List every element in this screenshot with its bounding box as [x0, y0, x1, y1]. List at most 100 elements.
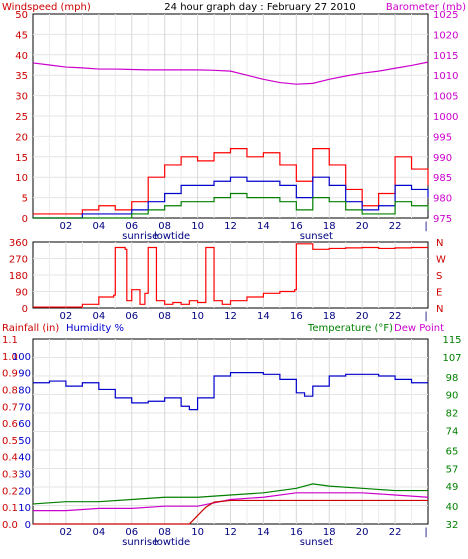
x-tick-label-end: |	[424, 527, 427, 538]
series-dew_point-line	[33, 492, 429, 512]
barometer-tick-label: 1010	[433, 71, 458, 82]
wind-tick-label: 15	[15, 153, 28, 164]
temperature-tick-label: 49	[446, 482, 459, 493]
x-tick-label: 06	[125, 221, 138, 232]
rain-tick-label: 1.0	[2, 352, 18, 363]
direction-tick-label: 90	[15, 288, 28, 299]
wind-tick-label: 5	[22, 194, 28, 205]
wind-tick-label: 35	[15, 71, 28, 82]
humidity-tick-label: 60	[18, 419, 31, 430]
humidity-tick-label: 10	[18, 503, 31, 514]
series-wind_gust-line	[33, 148, 429, 215]
humidity-tick-label: 30	[18, 470, 31, 481]
x-tick-label: 16	[290, 311, 303, 322]
wind-tick-label: 40	[15, 51, 28, 62]
x-tick-label: 10	[191, 527, 204, 538]
x-tick-label: 08	[158, 221, 171, 232]
compass-tick-label: E	[436, 288, 442, 299]
humidity-tick-label: 90	[18, 369, 31, 380]
barometer-tick-label: 990	[433, 153, 452, 164]
wind-tick-label: 0	[22, 214, 28, 225]
event-label-sunset: sunset	[300, 231, 333, 242]
wind-tick-label: 10	[15, 173, 28, 184]
rain-tick-label: 0.8	[2, 385, 18, 396]
wind-tick-label: 30	[15, 92, 28, 103]
wind-tick-label: 20	[15, 132, 28, 143]
series-wind-direction-line	[33, 243, 428, 308]
event-label-lowtide: lowtide	[154, 537, 190, 548]
x-tick-label: 18	[323, 221, 336, 232]
temperature-tick-label: 82	[446, 409, 459, 420]
barometer-tick-label: 985	[433, 173, 452, 184]
direction-tick-label: 0	[22, 304, 28, 315]
barometer-tick-label: 1000	[433, 112, 458, 123]
humidity-tick-label: 80	[18, 385, 31, 396]
x-tick-label: 12	[224, 527, 237, 538]
series-wind_low-line	[33, 192, 429, 219]
x-tick-label: 08	[158, 527, 171, 538]
temperature-tick-label: 115	[442, 335, 461, 346]
x-tick-label: 22	[389, 221, 402, 232]
humidity-tick-label: 70	[18, 402, 31, 413]
temperature-tick-label: 57	[446, 464, 459, 475]
rain-tick-label: 1.1	[2, 335, 18, 346]
wind-axis-label: Windspeed (mph)	[2, 2, 91, 13]
humidity-tick-label: 50	[18, 436, 31, 447]
x-tick-label-end: |	[424, 311, 427, 322]
compass-tick-label: N	[436, 238, 443, 249]
x-tick-label: 18	[323, 527, 336, 538]
temperature-tick-label: 40	[446, 502, 459, 513]
x-tick-label: 02	[60, 221, 73, 232]
x-tick-label: 22	[389, 527, 402, 538]
wind-tick-label: 25	[15, 112, 28, 123]
wind-tick-label: 50	[15, 10, 28, 21]
rain-tick-label: 0.5	[2, 436, 18, 447]
x-tick-label: 22	[389, 311, 402, 322]
barometer-tick-label: 995	[433, 132, 452, 143]
rain-tick-label: 0.1	[2, 503, 18, 514]
humidity-tick-label: 0	[25, 520, 31, 531]
x-tick-label: 10	[191, 221, 204, 232]
direction-tick-label: 180	[9, 271, 28, 282]
event-label-lowtide: lowtide	[154, 231, 190, 242]
barometer-tick-label: 1025	[433, 10, 458, 21]
barometer-tick-label: 1005	[433, 92, 458, 103]
temperature-tick-label: 90	[446, 391, 459, 402]
rainfall-axis-label: Rainfall (in)	[2, 323, 59, 334]
x-tick-label: 06	[125, 527, 138, 538]
event-label-sunrise: sunrise	[122, 537, 158, 548]
x-tick-label-end: |	[424, 221, 427, 232]
humidity-tick-label: 20	[18, 486, 31, 497]
barometer-tick-label: 980	[433, 194, 452, 205]
direction-tick-label: 270	[9, 255, 28, 266]
rain-tick-label: 0.6	[2, 419, 18, 430]
barometer-tick-label: 1015	[433, 51, 458, 62]
humidity-axis-label: Humidity %	[66, 323, 124, 334]
series-temperature-line	[32, 483, 428, 505]
humidity-tick-label: 40	[18, 453, 31, 464]
x-tick-label: 08	[158, 311, 171, 322]
direction-tick-label: 360	[9, 238, 28, 249]
x-tick-label: 02	[60, 527, 73, 538]
x-tick-label: 10	[191, 311, 204, 322]
x-tick-label: 14	[257, 311, 270, 322]
rain-tick-label: 0.3	[2, 470, 18, 481]
x-tick-label: 20	[356, 527, 369, 538]
barometer-axis-label: Barometer (mb)	[386, 2, 466, 13]
x-tick-label: 06	[125, 311, 138, 322]
compass-tick-label: N	[436, 304, 443, 315]
wind-tick-label: 45	[15, 30, 28, 41]
barometer-tick-label: 1020	[433, 30, 458, 41]
temperature-tick-label: 65	[446, 446, 459, 457]
temperature-tick-label: 98	[446, 373, 459, 384]
x-tick-label: 04	[92, 311, 105, 322]
series-barometer-line	[32, 61, 429, 85]
rain-tick-label: 0.2	[2, 486, 18, 497]
chart-title: 24 hour graph day : February 27 2010	[164, 2, 355, 13]
compass-tick-label: S	[436, 271, 442, 282]
x-tick-label: 14	[257, 221, 270, 232]
temperature-tick-label: 74	[446, 426, 459, 437]
compass-tick-label: W	[436, 255, 446, 266]
rain-tick-label: 0.0	[2, 520, 18, 531]
